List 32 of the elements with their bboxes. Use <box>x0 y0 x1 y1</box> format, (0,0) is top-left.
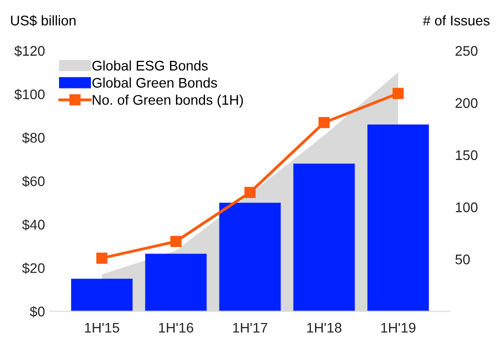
point <box>96 252 108 264</box>
bar <box>367 124 429 312</box>
point <box>170 236 182 248</box>
bar <box>219 202 281 312</box>
legend-label: Global ESG Bonds <box>92 60 208 71</box>
x-tick-label: 1H'17 <box>233 322 268 332</box>
y-tick-label: $120 <box>14 45 45 57</box>
bar <box>71 278 133 312</box>
y-tick-label: $40 <box>22 219 45 230</box>
legend-label: No. of Green bonds (1H) <box>92 94 243 108</box>
point <box>244 186 256 198</box>
y2-tick-label: 50 <box>455 254 470 264</box>
y2-tick-label: 150 <box>456 150 478 160</box>
y-tick-label: $60 <box>22 176 45 187</box>
x-tick-label: 1H'16 <box>159 322 194 333</box>
legend-label: Global Green Bonds <box>92 78 218 88</box>
bar <box>145 254 207 312</box>
x-tick-label: 1H'19 <box>381 322 416 333</box>
x-tick-label: 1H'18 <box>307 322 342 333</box>
bar <box>293 164 355 312</box>
y-tick-label: $80 <box>22 132 45 144</box>
point <box>318 117 330 128</box>
y-tick-label: $100 <box>14 88 45 100</box>
y2-tick-label: 250 <box>456 46 478 56</box>
y-tick-label: $0 <box>30 306 45 318</box>
y-axis-title: US$ billion <box>11 15 76 26</box>
y2-tick-label: 100 <box>456 202 478 212</box>
y-tick-label: $20 <box>22 262 45 274</box>
point <box>392 88 404 99</box>
y2-axis-title: # of Issues <box>422 15 490 26</box>
y2-tick-label: 200 <box>456 98 478 108</box>
x-tick-label: 1H'15 <box>84 322 120 333</box>
